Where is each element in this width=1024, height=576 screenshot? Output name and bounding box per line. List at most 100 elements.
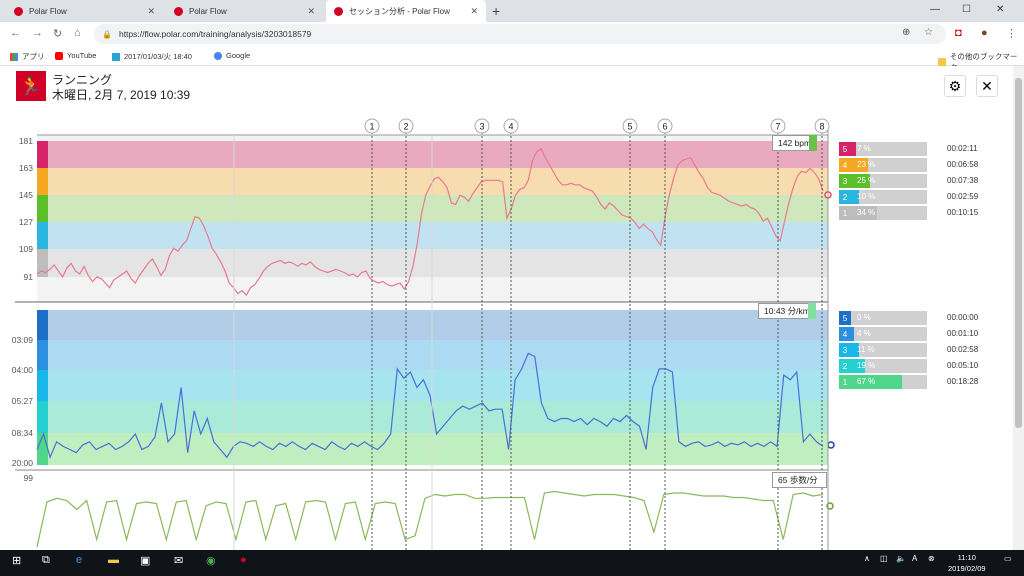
task-view-icon[interactable]: ⧉	[42, 554, 50, 566]
tab-title: Polar Flow	[189, 6, 227, 16]
ime-icon[interactable]: A	[912, 554, 918, 563]
zone-bar: 34 % 00:10:15	[851, 206, 978, 220]
browser-tab[interactable]: Polar Flow ✕	[166, 0, 323, 22]
lap-marker-label: 1	[369, 122, 374, 132]
close-tab-icon[interactable]: ✕	[470, 5, 478, 16]
browser-tab-active[interactable]: セッション分析 - Polar Flow ✕	[326, 0, 486, 22]
windows-start-icon[interactable]: ⊞	[12, 555, 22, 567]
url-input[interactable]: 🔒 https://flow.polar.com/training/analys…	[94, 24, 946, 44]
hr-zone-strip	[37, 249, 48, 277]
lap-marker-circle	[622, 118, 638, 134]
bookmark-google[interactable]: Google	[214, 51, 250, 60]
star-icon[interactable]: ☆	[924, 27, 933, 38]
zone-time: 00:10:15	[947, 208, 979, 217]
zone-time: 00:05:10	[947, 361, 979, 370]
bookmark-label: アプリ	[22, 52, 45, 61]
zone-bar: 7 % 00:02:11	[851, 142, 978, 156]
maximize-icon[interactable]: ☐	[962, 4, 971, 15]
lock-icon: 🔒	[102, 29, 112, 39]
zone-number: 2	[839, 359, 851, 373]
network-icon[interactable]: ◫	[880, 554, 888, 563]
settings-button[interactable]: ⚙	[944, 75, 966, 97]
notification-mute-icon[interactable]: ⊗	[928, 554, 935, 563]
lap-marker-circle	[503, 118, 519, 134]
pace-zone-strip	[37, 340, 48, 370]
edge-icon[interactable]: e	[76, 554, 83, 566]
home-icon[interactable]: ⌂	[74, 27, 81, 39]
clock-date: 2019/02/09	[948, 564, 986, 573]
file-explorer-icon[interactable]: ▬	[108, 554, 119, 566]
scrollbar-thumb[interactable]	[1015, 78, 1022, 428]
notification-icon[interactable]: ▭	[1004, 554, 1012, 563]
browser-tab[interactable]: Polar Flow ✕	[6, 0, 163, 22]
lap-marker-circle	[657, 118, 673, 134]
lap-marker-circle	[770, 118, 786, 134]
zone-bar: 4 % 00:01:10	[851, 327, 978, 341]
zone-percent: 25 %	[857, 176, 876, 185]
hr-tick-label: 109	[19, 244, 33, 254]
zone-bar: 11 % 00:02:58	[851, 343, 978, 357]
cadence-current-value-text: 65 歩数/分	[778, 475, 818, 485]
back-icon[interactable]: ←	[10, 27, 21, 39]
url-text: https://flow.polar.com/training/analysis…	[118, 29, 312, 39]
zone-time: 00:06:58	[947, 160, 979, 169]
page-scrollbar[interactable]	[1013, 66, 1024, 550]
tab-title: Polar Flow	[29, 6, 67, 16]
zone-number: 4	[839, 327, 851, 341]
avatar[interactable]: ●	[981, 27, 988, 39]
polar-favicon-icon	[174, 6, 183, 16]
polar-app-icon[interactable]: ●	[240, 554, 247, 566]
zone-number: 5	[839, 142, 851, 156]
close-button[interactable]: ✕	[976, 75, 998, 97]
gear-icon: ⚙	[948, 77, 962, 94]
zone-time: 00:02:59	[947, 192, 979, 201]
session-date: 木曜日, 2月 7, 2019 10:39	[52, 88, 191, 102]
reload-icon[interactable]: ↻	[53, 28, 63, 40]
hr-zone-row: 4 23 % 00:06:58	[839, 158, 978, 172]
hr-tick-label: 163	[19, 163, 33, 173]
analysis-chart-svg[interactable]: 1811631451271099103:0904:0005:2708:3420:…	[0, 108, 1012, 550]
zone-fill	[851, 206, 877, 220]
extension-icon[interactable]: ◘	[955, 27, 962, 39]
zone-time: 00:18:28	[947, 377, 979, 386]
bookmark-icon	[112, 52, 120, 61]
menu-dots-icon[interactable]: ⋮	[1006, 28, 1017, 40]
tray-chevron-icon[interactable]: ∧	[864, 554, 870, 563]
zone-number: 5	[839, 311, 851, 325]
session-header: 🏃 ランニング 木曜日, 2月 7, 2019 10:39 ⚙ ✕	[0, 66, 1024, 108]
bookmark-apps[interactable]: アプリ	[10, 51, 45, 62]
store-icon[interactable]: ▣	[140, 555, 151, 567]
pace-zone-row: 4 4 % 00:01:10	[839, 327, 978, 341]
hr-value-cap	[809, 135, 818, 151]
pace-zone-strip	[37, 310, 48, 340]
bookmarks-bar: アプリ YouTube 2017/01/03/火 18:40 Google その…	[0, 46, 1024, 72]
forward-icon[interactable]: →	[32, 27, 43, 39]
zone-percent: 67 %	[857, 377, 876, 386]
zoom-icon[interactable]: ⊕	[902, 27, 911, 38]
zone-time: 00:07:38	[947, 176, 979, 185]
chrome-icon[interactable]: ◉	[206, 555, 216, 567]
close-tab-icon[interactable]: ✕	[147, 5, 155, 16]
minimize-icon[interactable]: —	[930, 4, 940, 15]
hr-zone-row: 2 10 % 00:02:59	[839, 190, 978, 204]
taskbar-clock[interactable]: 11:10 2019/02/09	[948, 552, 986, 574]
close-window-icon[interactable]: ✕	[996, 4, 1005, 15]
pace-zone-row: 1 67 % 00:18:28	[839, 375, 978, 389]
cadence-tick-label: 99	[24, 473, 34, 483]
new-tab-icon[interactable]: +	[492, 3, 501, 19]
lap-marker-label: 5	[627, 122, 632, 132]
volume-icon[interactable]: 🔈	[896, 554, 906, 563]
pace-tick-label: 08:34	[12, 428, 34, 438]
hr-tick-label: 91	[24, 272, 34, 282]
zone-bar: 67 % 00:18:28	[851, 375, 978, 389]
bookmark-date[interactable]: 2017/01/03/火 18:40	[112, 51, 192, 62]
zone-fill	[851, 343, 860, 357]
zone-number: 2	[839, 190, 851, 204]
zone-number: 3	[839, 343, 851, 357]
close-tab-icon[interactable]: ✕	[307, 5, 315, 16]
polar-favicon-icon	[14, 6, 23, 16]
bookmark-youtube[interactable]: YouTube	[55, 51, 96, 60]
mail-icon[interactable]: ✉	[174, 555, 184, 567]
hr-zone-strip	[37, 195, 48, 222]
pace-value-cap	[807, 303, 816, 319]
